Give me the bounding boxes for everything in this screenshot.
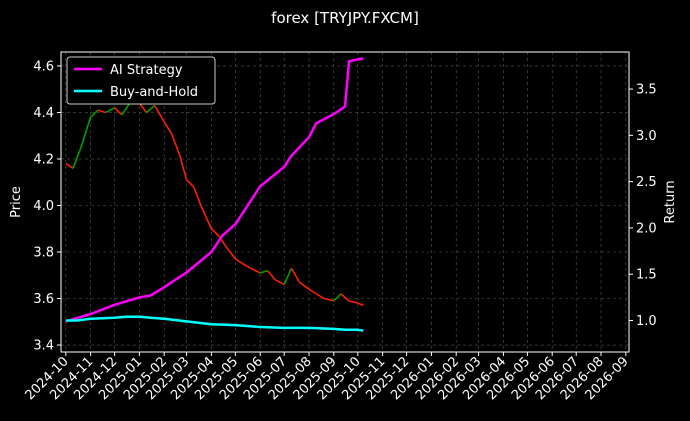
price-segment	[201, 207, 213, 230]
right-tick-label: 1.0	[636, 314, 657, 329]
left-axis: 3.4 3.6 3.8 4.0 4.2 4.4 4.6	[33, 59, 61, 354]
left-tick-label: 4.0	[33, 199, 54, 214]
left-tick-label: 3.8	[33, 246, 54, 261]
price-segment	[170, 133, 181, 155]
price-segment	[250, 267, 261, 274]
price-segment	[114, 107, 123, 116]
price-segment	[283, 267, 293, 285]
legend-label-ai-strategy: AI Strategy	[110, 63, 183, 78]
left-tick-label: 4.6	[33, 59, 54, 74]
price-segment	[333, 293, 342, 302]
price-segment	[72, 147, 82, 169]
price-segment	[242, 262, 252, 269]
price-segment	[234, 258, 244, 265]
price-segment	[290, 267, 301, 283]
left-tick-label: 4.4	[33, 106, 54, 121]
grid	[61, 52, 629, 352]
price-segment	[259, 269, 268, 274]
price-series	[65, 102, 364, 307]
price-segment	[225, 246, 237, 260]
price-segment	[315, 293, 325, 300]
price-segment	[105, 107, 115, 114]
y-axis-label-right: Return	[663, 180, 678, 223]
right-tick-label: 1.5	[636, 268, 657, 283]
price-segment	[65, 162, 74, 169]
price-segment	[90, 109, 99, 118]
price-segment	[186, 179, 195, 188]
chart-title: forex [TRYJPY.FXCM]	[271, 9, 419, 27]
price-segment	[275, 279, 285, 286]
price-segment	[210, 228, 220, 237]
left-tick-label: 3.6	[33, 292, 54, 307]
price-segment	[308, 288, 317, 295]
price-segment	[146, 104, 156, 114]
legend-label-buy-and-hold: Buy-and-Hold	[110, 85, 198, 100]
price-segment	[324, 297, 334, 302]
price-segment	[138, 102, 148, 113]
left-tick-label: 4.2	[33, 152, 54, 167]
price-segment	[163, 121, 173, 134]
plot-frame	[60, 51, 630, 353]
price-segment	[121, 102, 131, 116]
price-segment	[178, 154, 188, 181]
legend: AI Strategy Buy-and-Hold	[66, 56, 216, 105]
price-segment	[193, 186, 203, 209]
price-segment	[153, 105, 165, 123]
series-line-ai-strategy	[65, 57, 364, 323]
legend-box	[66, 56, 216, 105]
y-axis-label-left: Price	[9, 186, 24, 218]
price-segment	[357, 302, 364, 307]
right-tick-label: 3.0	[636, 129, 657, 144]
left-tick-label: 3.4	[33, 339, 54, 354]
price-segment	[80, 116, 92, 148]
right-tick-label: 3.5	[636, 83, 657, 98]
right-axis: 1.0 1.5 2.0 2.5 3.0 3.5	[629, 83, 657, 329]
price-segment	[348, 300, 359, 304]
right-tick-label: 2.0	[636, 221, 657, 236]
price-segment	[298, 281, 310, 290]
price-segment	[97, 109, 107, 114]
price-segment	[266, 270, 277, 281]
return-series	[65, 57, 364, 332]
series-line-buy-and-hold	[65, 315, 364, 332]
right-tick-label: 2.5	[636, 175, 657, 190]
price-segment	[340, 293, 350, 302]
